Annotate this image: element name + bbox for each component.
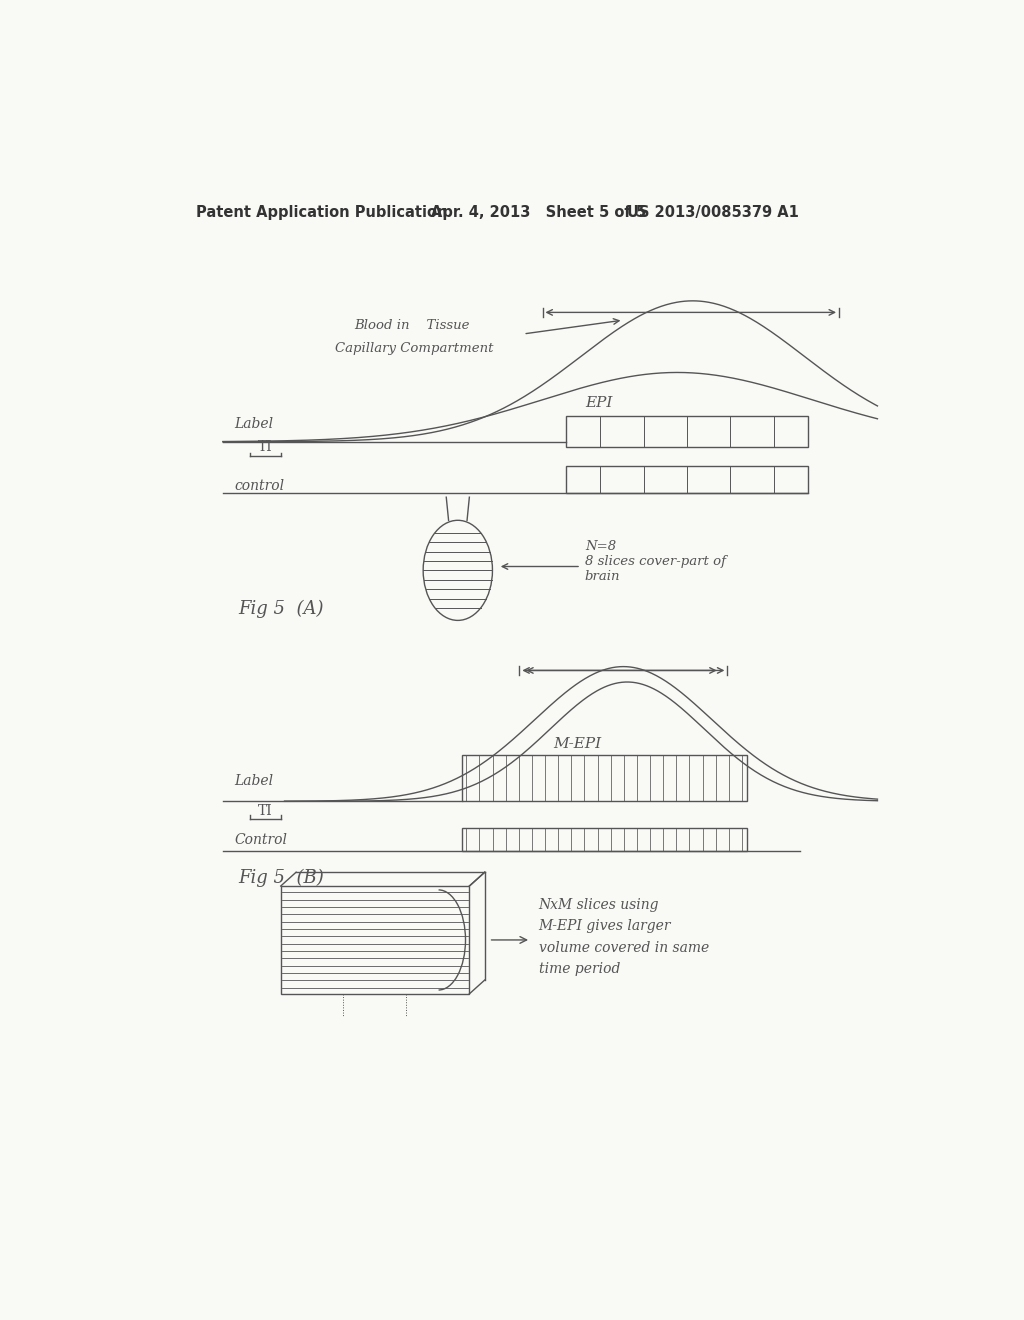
Text: Label: Label [234,417,273,432]
Bar [565,416,808,447]
Text: EPI: EPI [585,396,612,411]
Bar [281,886,469,994]
Text: volume covered in same: volume covered in same [539,941,709,954]
Bar [565,466,808,494]
Text: M-EPI: M-EPI [553,737,601,751]
Text: N=8
8 slices cover-part of
brain: N=8 8 slices cover-part of brain [585,540,726,582]
Text: Label: Label [234,774,273,788]
Text: Control: Control [234,833,288,847]
Text: US 2013/0085379 A1: US 2013/0085379 A1 [628,205,799,220]
Text: Fig 5  (B): Fig 5 (B) [239,870,325,887]
Text: NxM slices using: NxM slices using [539,898,659,912]
Text: M-EPI gives larger: M-EPI gives larger [539,919,671,933]
Text: time period: time period [539,962,621,977]
Text: TI: TI [258,440,272,454]
Text: Blood in    Tissue: Blood in Tissue [354,318,469,331]
Text: Apr. 4, 2013   Sheet 5 of 5: Apr. 4, 2013 Sheet 5 of 5 [431,205,646,220]
Text: control: control [234,479,285,492]
Bar [462,829,746,851]
Text: Patent Application Publication: Patent Application Publication [196,205,447,220]
Text: Capillary Compartment: Capillary Compartment [335,342,494,355]
Text: Fig 5  (A): Fig 5 (A) [239,599,324,618]
Bar [462,755,746,801]
Text: TI: TI [258,804,272,818]
